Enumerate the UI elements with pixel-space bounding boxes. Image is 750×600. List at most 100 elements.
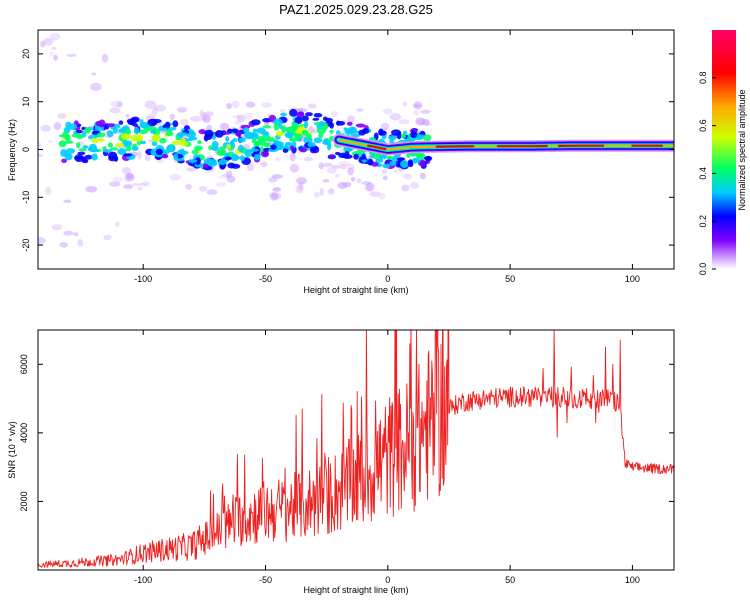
heatmap-blob (218, 159, 227, 165)
heatmap-blob (400, 133, 407, 139)
y-tick-label: 4000 (19, 423, 29, 443)
heatmap-speckle (231, 100, 240, 109)
heatmap-blob (328, 154, 334, 159)
heatmap-speckle (245, 101, 256, 108)
snr-line (38, 330, 674, 568)
heatmap-blob (208, 145, 213, 151)
heatmap-blob (248, 133, 257, 138)
heatmap-blob (139, 121, 150, 129)
snr-frame (37, 329, 675, 571)
heatmap-blob (239, 155, 245, 162)
heatmap-blob (58, 140, 67, 148)
heatmap-blob (83, 158, 89, 164)
heatmap-speckle (275, 157, 280, 161)
heatmap-speckle (289, 163, 299, 173)
heatmap-speckle (59, 242, 68, 248)
heatmap-speckle (169, 174, 181, 181)
heatmap-blob (243, 127, 250, 134)
heatmap-blob (400, 160, 409, 169)
heatmap-blob (91, 153, 98, 161)
heatmap-blob (87, 135, 94, 140)
heatmap-speckle (110, 100, 122, 108)
heatmap-speckle (57, 113, 67, 119)
heatmap-blob (120, 126, 127, 132)
heatmap-speckle (234, 120, 242, 125)
heatmap-speckle (382, 175, 388, 181)
heatmap-blob (256, 127, 266, 134)
heatmap-speckle (350, 177, 356, 182)
heatmap-blob (159, 137, 167, 144)
x-tick-label: -50 (259, 274, 272, 284)
heatmap-speckle (412, 110, 420, 115)
heatmap-speckle (38, 142, 42, 148)
heatmap-speckle (103, 234, 112, 241)
heatmap-blob (68, 123, 78, 130)
heatmap-speckle (303, 156, 314, 162)
snr-ticks: -100 -50 0 50 100 2000 4000 6000 (19, 330, 674, 585)
heatmap-speckle (226, 175, 236, 183)
x-tick-label: 100 (625, 274, 640, 284)
heatmap-blob (188, 159, 198, 163)
heatmap-speckle (43, 37, 54, 46)
heatmap-blob (179, 140, 189, 147)
heatmap-blob (299, 147, 308, 153)
heatmap-speckle (122, 167, 132, 174)
heatmap-speckle (115, 221, 120, 228)
heatmap-blob (396, 157, 406, 161)
heatmap-blob (88, 143, 97, 152)
heatmap-blob (318, 132, 324, 139)
heatmap-speckle (190, 115, 202, 122)
heatmap-blob (338, 152, 346, 158)
heatmap-speckle (109, 107, 121, 114)
heatmap-blob (102, 149, 113, 153)
heatmap-speckle (40, 40, 46, 48)
heatmap-blob (61, 158, 67, 164)
heatmap-speckle (141, 180, 150, 187)
heatmap-speckle (330, 111, 338, 118)
heatmap-speckle (38, 153, 43, 158)
heatmap-blob (109, 147, 119, 151)
heatmap-blob (83, 127, 91, 134)
heatmap-speckle (419, 172, 426, 180)
heatmap-blob (423, 134, 432, 142)
heatmap-speckle (369, 191, 381, 197)
heatmap-blob (130, 117, 136, 126)
heatmap-speckle (420, 109, 431, 114)
heatmap-speckle (101, 53, 109, 63)
heatmap-speckle (307, 103, 317, 109)
x-tick-label: 50 (505, 575, 515, 585)
heatmap-speckle (231, 114, 242, 119)
heatmap-speckle (365, 182, 375, 192)
colorbar: 0.0 0.2 0.4 0.6 0.8 Normalized spectral ampl… (698, 30, 747, 275)
y-tick-label: -10 (21, 191, 31, 204)
heatmap-speckle (322, 162, 333, 168)
heatmap-blob (289, 145, 295, 151)
heatmap-speckle (347, 115, 355, 123)
heatmap-speckle (331, 165, 342, 169)
heatmap-speckle (90, 82, 102, 91)
x-tick-label: 50 (505, 274, 515, 284)
heatmap-blob (346, 121, 353, 126)
heatmap-blob (77, 151, 86, 155)
heatmap-blob (151, 141, 158, 146)
heatmap-speckle (40, 125, 51, 132)
heatmap-blob (303, 120, 309, 129)
heatmap-speckle (289, 152, 296, 162)
y-tick-label: -20 (21, 239, 31, 252)
heatmap-blob (349, 126, 356, 133)
heatmap-blob (254, 143, 260, 148)
heatmap-speckle (340, 163, 348, 170)
heatmap-blob (197, 140, 202, 145)
heatmap-blob (133, 126, 140, 135)
heatmap-speckle (177, 108, 186, 114)
snr-ylabel: SNR (10 * v/v) (7, 421, 17, 479)
heatmap-speckle (225, 170, 233, 179)
heatmap-speckle (425, 122, 432, 127)
heatmap-blob (82, 145, 89, 149)
heatmap-speckle (401, 184, 410, 192)
heatmap-speckle (295, 185, 304, 194)
heatmap-speckle (51, 224, 63, 231)
heatmap-blob (415, 157, 421, 164)
